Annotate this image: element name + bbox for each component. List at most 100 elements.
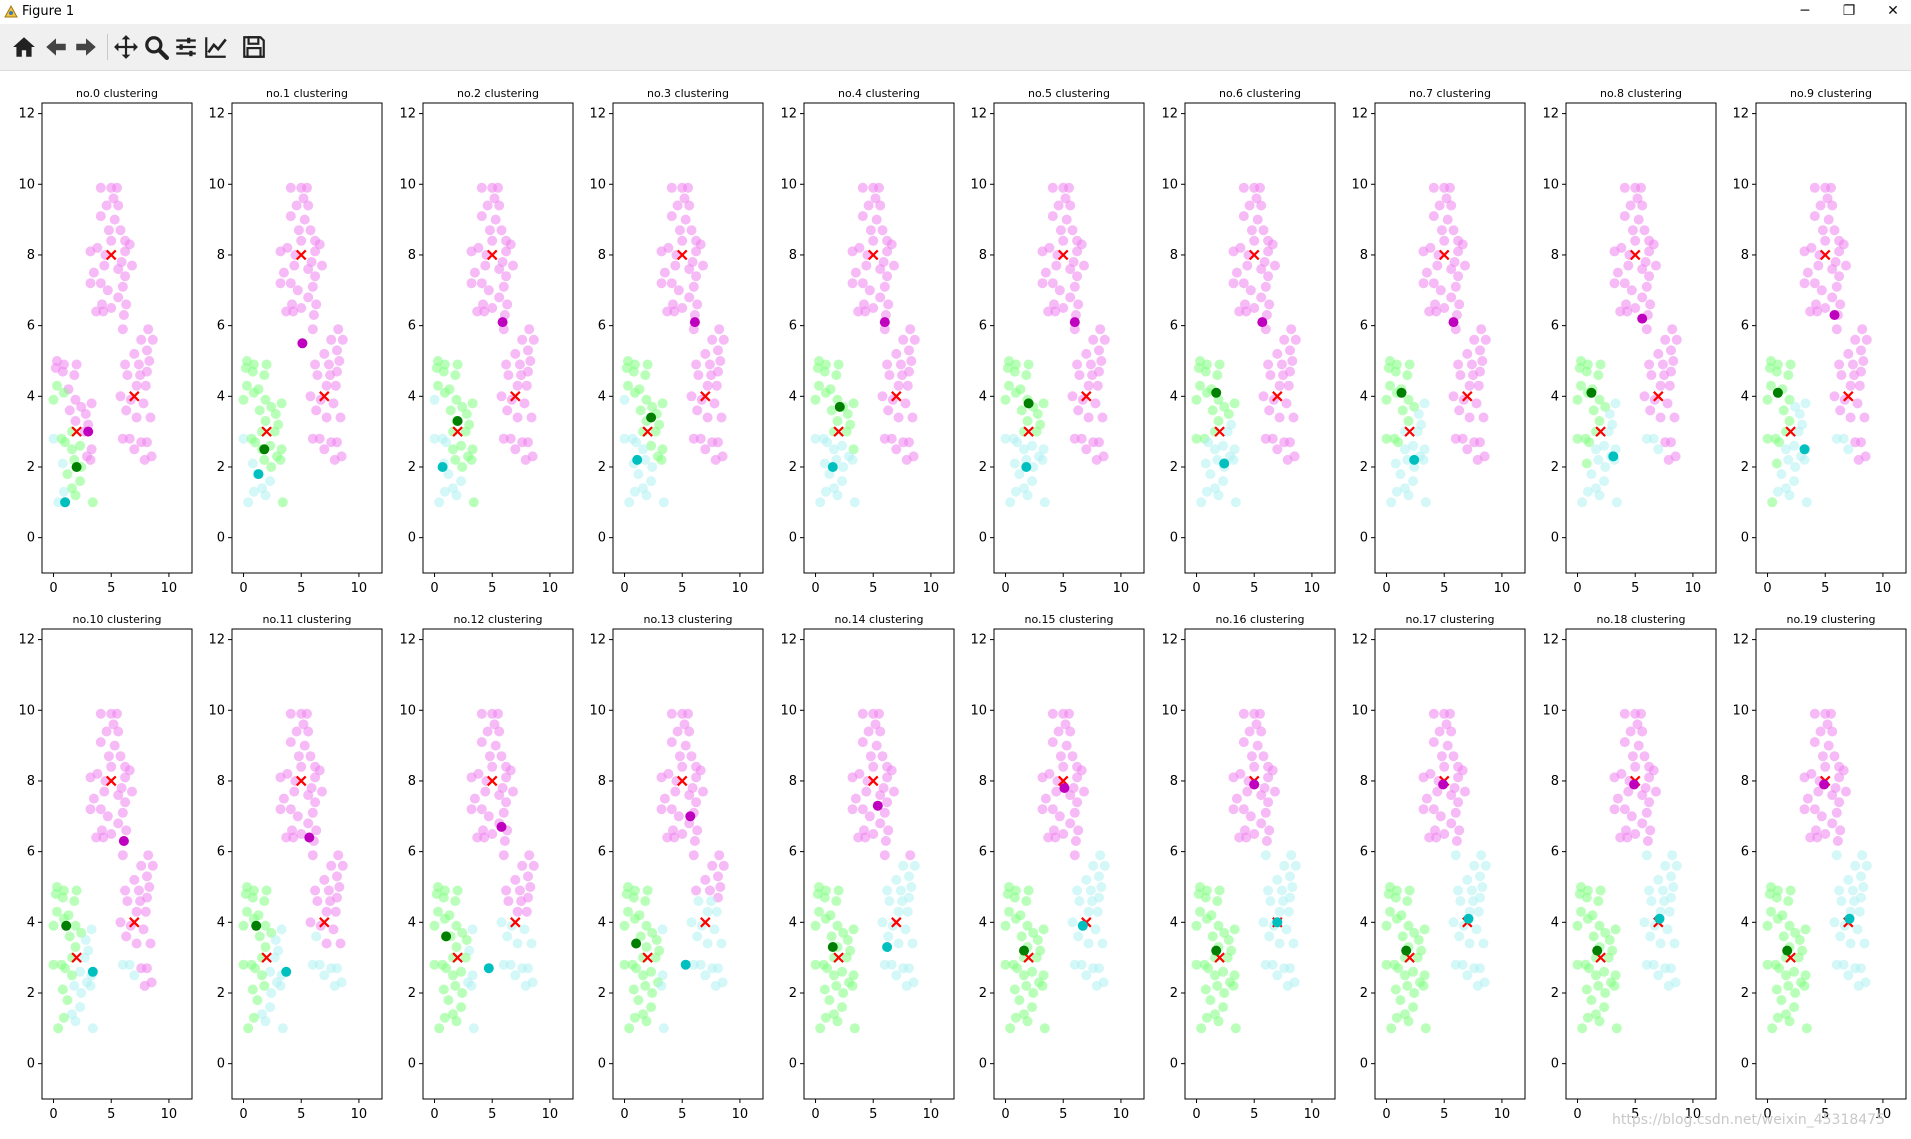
zoom-button[interactable]: [141, 32, 171, 62]
data-point: [865, 225, 876, 236]
data-point: [868, 761, 879, 772]
data-point: [1228, 278, 1239, 289]
data-point: [1834, 359, 1845, 370]
data-point: [1849, 370, 1860, 381]
data-point: [1809, 278, 1820, 289]
data-point: [326, 860, 337, 871]
subplots-button[interactable]: [171, 32, 201, 62]
y-tick-label: 6: [1170, 845, 1178, 860]
data-point: [1000, 394, 1011, 405]
save-button[interactable]: [239, 32, 269, 62]
y-tick-label: 4: [598, 915, 606, 930]
data-point: [510, 874, 521, 885]
y-tick-label: 6: [27, 319, 35, 334]
data-point: [514, 885, 525, 896]
data-point: [1040, 793, 1051, 804]
y-tick-label: 4: [1551, 915, 1559, 930]
data-point: [1290, 860, 1301, 871]
data-point: [684, 200, 695, 211]
data-point: [679, 193, 690, 204]
home-button[interactable]: [9, 32, 39, 62]
data-point: [124, 959, 135, 970]
y-tick-label: 0: [789, 531, 797, 546]
data-point: [91, 306, 102, 317]
data-point: [335, 412, 346, 423]
data-point: [476, 182, 487, 193]
centroid-marker: [1021, 462, 1032, 472]
navigation-toolbar: [0, 24, 1911, 71]
data-point: [102, 811, 113, 822]
data-point: [1419, 970, 1430, 981]
edit-axes-button[interactable]: [201, 32, 231, 62]
data-point: [502, 405, 513, 416]
y-tick-label: 8: [1170, 248, 1178, 263]
true-center-marker: [867, 775, 879, 787]
data-point: [1648, 959, 1659, 970]
data-point: [95, 737, 106, 748]
data-point: [307, 807, 318, 818]
data-point: [841, 952, 852, 963]
data-point: [1263, 271, 1274, 282]
data-point: [815, 1023, 826, 1034]
data-point: [1047, 278, 1058, 289]
data-point: [1238, 278, 1249, 289]
data-point: [305, 391, 316, 402]
data-point: [261, 885, 272, 896]
data-point: [310, 797, 321, 808]
subplot-title: no.12 clustering: [454, 613, 543, 626]
data-point: [1274, 380, 1285, 391]
data-point: [88, 793, 99, 804]
x-tick-label: 10: [351, 1107, 368, 1122]
data-point: [1272, 444, 1283, 455]
data-point: [296, 235, 307, 246]
data-point: [1633, 214, 1644, 225]
data-point: [1196, 497, 1207, 508]
data-point: [60, 963, 71, 974]
data-point: [122, 896, 133, 907]
data-point: [1460, 786, 1470, 797]
data-point: [842, 409, 853, 419]
data-point: [1778, 931, 1789, 942]
data-point: [669, 306, 680, 317]
data-point: [850, 793, 861, 804]
data-point: [69, 370, 80, 381]
data-point: [319, 444, 330, 455]
pan-button[interactable]: [111, 32, 141, 62]
true-center-marker: [1081, 391, 1092, 402]
data-point: [1265, 370, 1276, 381]
minimize-button[interactable]: ─: [1800, 3, 1810, 19]
data-point: [106, 761, 117, 772]
data-point: [1593, 370, 1604, 381]
data-point: [1402, 370, 1413, 381]
data-point: [305, 917, 316, 928]
data-point: [824, 995, 835, 1006]
data-point: [672, 726, 683, 737]
data-point: [1255, 708, 1265, 719]
data-point: [897, 370, 908, 381]
data-point: [69, 896, 80, 907]
y-tick-label: 6: [789, 845, 797, 860]
back-button[interactable]: [41, 32, 71, 62]
data-point: [266, 462, 277, 472]
data-point: [333, 324, 344, 335]
restore-button[interactable]: ❐: [1842, 3, 1856, 19]
centroid-marker: [441, 931, 452, 942]
data-point: [832, 490, 843, 501]
data-point: [1834, 271, 1845, 282]
data-point: [904, 871, 914, 882]
data-point: [285, 708, 296, 719]
data-point: [250, 963, 261, 974]
data-point: [1627, 751, 1638, 762]
data-point: [1591, 444, 1601, 455]
data-point: [311, 825, 322, 836]
data-point: [693, 370, 704, 381]
data-point: [319, 348, 330, 359]
data-point: [837, 476, 848, 487]
data-point: [1246, 225, 1257, 236]
data-point: [80, 935, 91, 945]
data-point: [52, 906, 62, 917]
close-button[interactable]: ✕: [1887, 3, 1899, 19]
forward-button[interactable]: [71, 32, 101, 62]
y-tick-label: 0: [27, 1057, 35, 1072]
